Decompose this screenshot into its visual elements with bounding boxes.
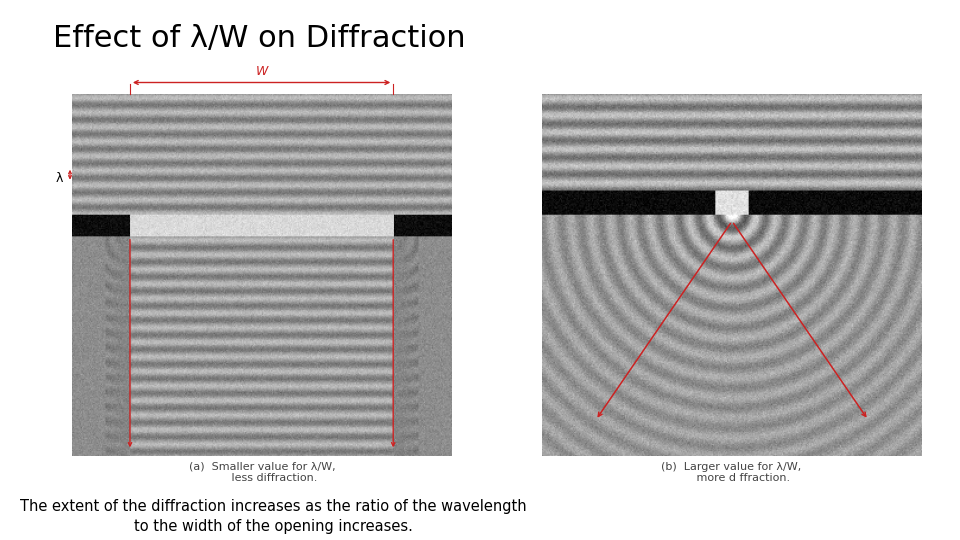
Text: Effect of λ/W on Diffraction: Effect of λ/W on Diffraction <box>53 24 466 53</box>
Text: λ: λ <box>56 172 63 185</box>
Text: (a)  Smaller value for λ/W,
       less diffraction.: (a) Smaller value for λ/W, less diffract… <box>189 462 335 483</box>
Text: (b)  Larger value for λ/W,
       more d ffraction.: (b) Larger value for λ/W, more d ffracti… <box>661 462 802 483</box>
Text: The extent of the diffraction increases as the ratio of the wavelength: The extent of the diffraction increases … <box>20 500 527 515</box>
Text: to the width of the opening increases.: to the width of the opening increases. <box>134 519 413 535</box>
Text: W: W <box>255 65 268 78</box>
